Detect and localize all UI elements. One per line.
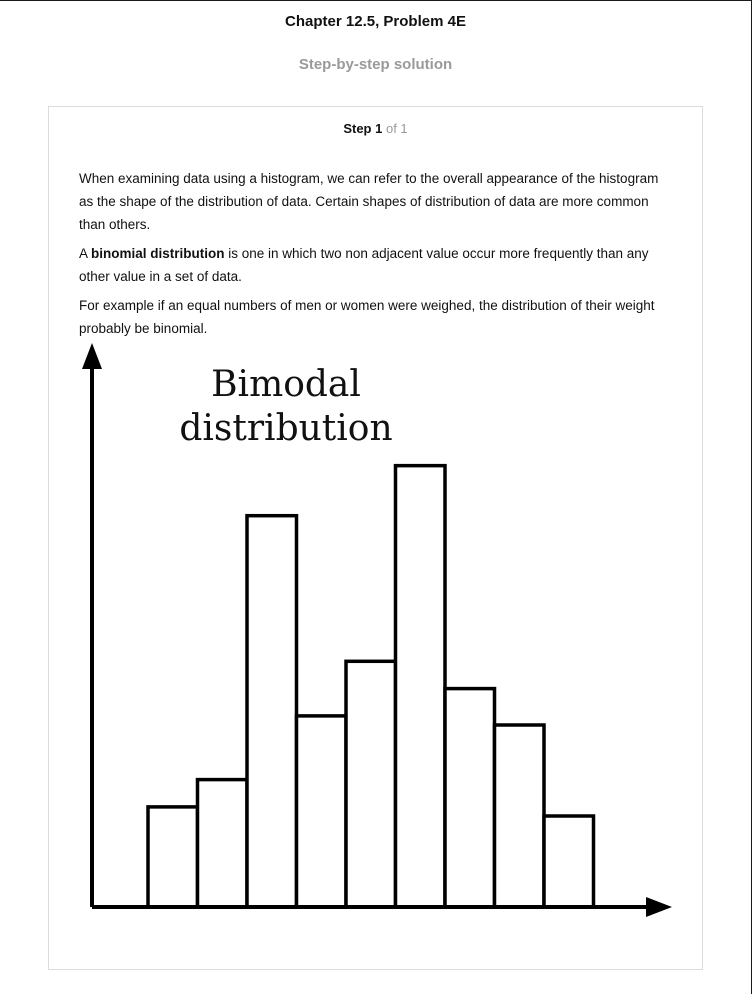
y-axis-arrow [82,343,102,369]
page-title: Chapter 12.5, Problem 4E [285,13,466,30]
paragraph-definition: A binomial distribution is one in which … [79,242,669,288]
step-count: of 1 [385,121,408,136]
histogram-bar [393,463,447,909]
histogram-figure: Bimodal distribution [78,341,678,921]
histogram-bar [443,686,497,909]
histogram-axes [82,343,672,917]
definition-term: binomial distribution [91,246,225,261]
chart-title-line2: distribution [179,408,392,449]
page-subtitle: Step-by-step solution [298,56,453,73]
definition-text: is one in which two non adjacent value o… [79,246,649,284]
paragraph-example: For example if an equal numbers of men o… [79,298,655,336]
histogram-bars [146,463,596,909]
x-axis-arrow [646,897,672,917]
definition-prefix: A [79,246,92,261]
histogram-bar [195,777,249,909]
step-body: When examining data using a histogram, w… [79,167,669,346]
histogram-bar [245,513,299,909]
paragraph-intro: When examining data using a histogram, w… [79,171,659,232]
histogram-bar [492,723,546,909]
histogram-bar [542,814,596,909]
histogram-bar [294,714,348,909]
histogram-bar [344,659,398,909]
step-header: Step 1 of 1 [49,121,702,136]
chart-title-line1: Bimodal [211,364,361,405]
histogram-chart: Bimodal distribution [82,343,672,917]
step-label: Step 1 [343,121,383,136]
histogram-bar [146,805,200,909]
